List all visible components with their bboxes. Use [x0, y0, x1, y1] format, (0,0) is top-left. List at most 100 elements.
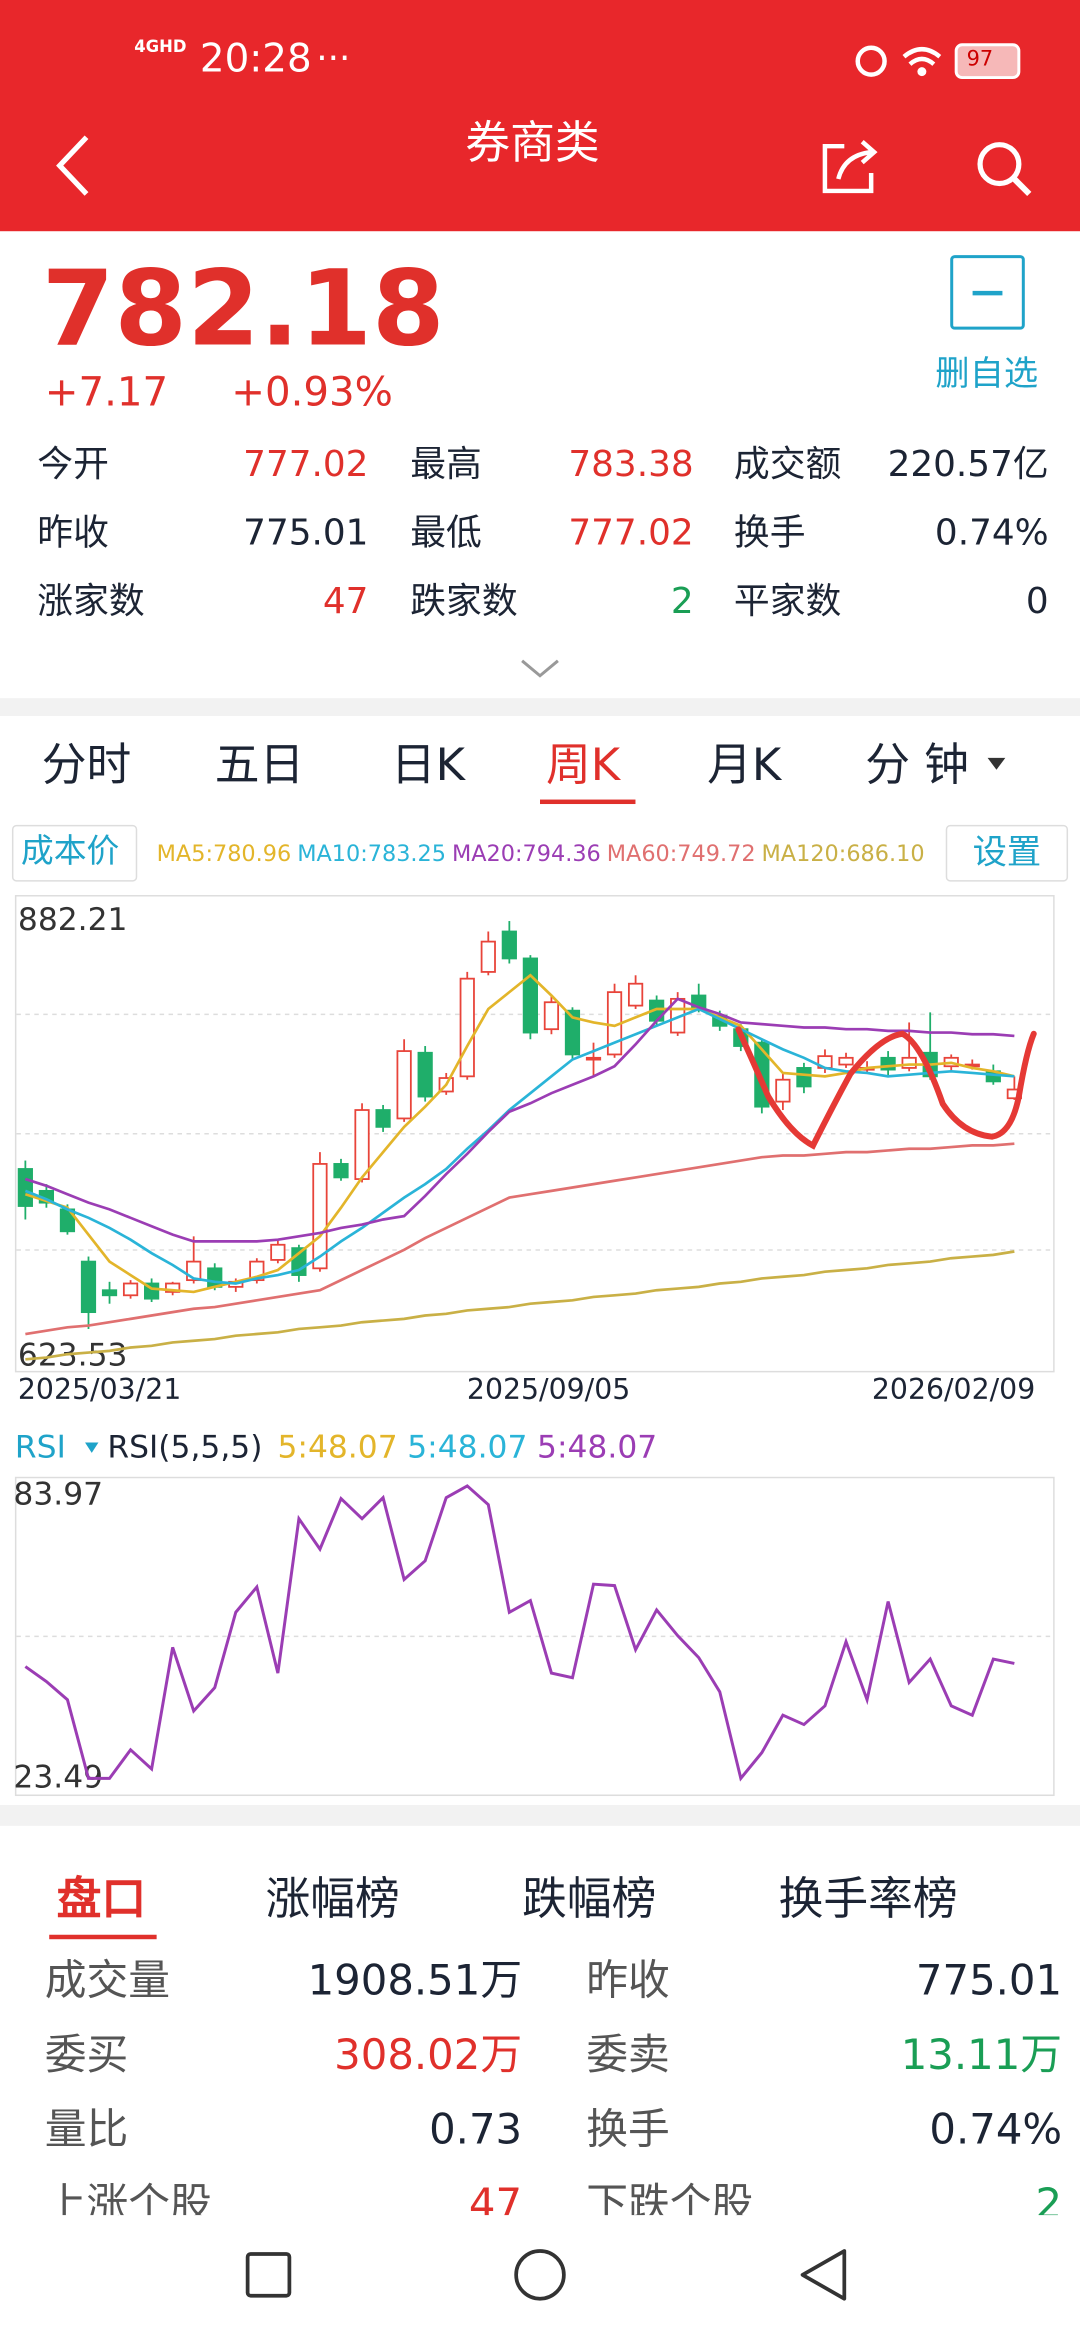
candle-body [796, 1067, 812, 1088]
stat-label: 今开 [37, 443, 109, 485]
ma-legend: MA5:780.96 [157, 841, 292, 867]
stat-value: 0 [1025, 580, 1049, 623]
candle-body [101, 1289, 118, 1297]
panel-value: 0.74% [929, 2104, 1063, 2155]
separator [0, 698, 1080, 717]
panel-label: 上涨个股 [44, 2179, 212, 2216]
bottom-tab[interactable]: 跌幅榜 [522, 1873, 657, 1926]
nav-buttons[interactable] [0, 2215, 1080, 2339]
nav-bar [0, 2215, 1080, 2340]
share-button[interactable] [817, 134, 883, 197]
network: 4GHD [134, 37, 187, 57]
tab-underline [539, 799, 636, 805]
stat-value: 777.02 [568, 511, 694, 554]
stat-label: 平家数 [733, 580, 842, 623]
panel-value: 2 [1035, 2179, 1063, 2216]
rsi-legend: 5:48.07 [537, 1429, 658, 1465]
rsi-line [24, 1484, 1015, 1782]
stat-label: 换手 [733, 511, 806, 554]
ma-line [25, 1142, 1015, 1336]
candle-body [901, 1056, 917, 1069]
panel-value: 13.11万 [900, 2030, 1063, 2080]
expand-chevron[interactable] [519, 656, 561, 680]
clock: 20:28 [199, 37, 312, 83]
stat-value: 47 [322, 580, 369, 623]
candle-body [480, 940, 496, 973]
stat-value: 783.38 [568, 443, 694, 485]
stat-value: 220.57亿 [887, 443, 1049, 485]
ma-legend: MA20:794.36 [452, 841, 601, 867]
panel-label: 量比 [44, 2104, 129, 2155]
stat-label: 跌家数 [410, 580, 518, 623]
bottom-tab[interactable]: 换手率榜 [778, 1873, 958, 1926]
tab[interactable]: 分时 [41, 739, 132, 793]
panel-label: 成交量 [44, 1955, 171, 2005]
candle-body [165, 1282, 181, 1293]
stat-value: 775.01 [243, 511, 369, 554]
stat-label: 涨家数 [37, 580, 145, 623]
battery-level: 97 [966, 47, 994, 72]
candle-body [564, 1009, 581, 1056]
candle-body [375, 1109, 391, 1128]
back-button[interactable] [45, 131, 105, 200]
panel-label: 换手 [586, 2104, 670, 2155]
bottom-tab[interactable]: 涨幅榜 [265, 1873, 400, 1926]
tab[interactable]: 五日 [214, 739, 305, 793]
candle-body [396, 1050, 412, 1120]
panel-value: 1908.51万 [307, 1955, 523, 2005]
candle-body [838, 1056, 854, 1066]
y-tick-label: 882.21 [18, 902, 128, 938]
ma-line [25, 1250, 1015, 1361]
tab[interactable]: 分 钟 [865, 739, 969, 793]
status-icons [855, 45, 942, 77]
candle-body [543, 1001, 560, 1031]
candle-body [585, 1056, 602, 1061]
settings-button[interactable] [945, 824, 1069, 882]
panel-value: 775.01 [915, 1955, 1063, 2005]
stat-label: 最高 [410, 443, 482, 485]
tab[interactable]: 月K [707, 739, 782, 793]
bottom-tab-underline [49, 1934, 157, 1940]
ma-legend: MA10:783.25 [297, 841, 446, 867]
y-tick-label: 83.97 [13, 1476, 103, 1512]
dropdown-arrow [987, 757, 1006, 770]
tab[interactable]: 日K [390, 739, 465, 793]
cost-label[interactable]: 成本价 [20, 833, 120, 872]
stat-value: 2 [670, 580, 694, 623]
candle-body [17, 1168, 33, 1207]
candle-body [122, 1282, 139, 1297]
settings-label[interactable]: 设置 [972, 833, 1042, 873]
panel: 成交量 1908.51万 昨收 775.01 委买 308.02万 委卖 13.… [44, 1955, 1063, 2216]
candle-body [501, 930, 517, 960]
stat-label: 成交额 [733, 443, 842, 485]
ma-line [24, 997, 1015, 1243]
candle-body [80, 1260, 97, 1314]
x-label: 2025/09/05 [466, 1373, 631, 1407]
y-tick-label: 623.53 [18, 1338, 128, 1374]
panel-value: 0.73 [429, 2104, 523, 2155]
header-bar [0, 0, 1080, 232]
stat-label: 最低 [410, 511, 482, 554]
change-pct: +0.93% [231, 369, 393, 417]
page-title: 券商类 [465, 117, 600, 171]
watch-label[interactable]: 删自选 [935, 355, 1039, 394]
stat-label: 昨收 [37, 511, 109, 554]
watch-button[interactable] [950, 255, 1025, 330]
rsi-dropdown [85, 1442, 99, 1453]
rsi-selector[interactable]: RSI [14, 1429, 66, 1465]
status-dots: ··· [316, 37, 351, 80]
bottom-tab-active[interactable]: 盘口 [56, 1873, 147, 1926]
stat-value: 0.74% [934, 511, 1049, 554]
candle-body [417, 1051, 433, 1098]
stat-value: 777.02 [243, 443, 369, 485]
separator [0, 1804, 1080, 1826]
candle-body [775, 1078, 791, 1103]
panel-label: 下跌个股 [586, 2179, 754, 2216]
candle-body [333, 1163, 349, 1179]
search-button[interactable] [973, 137, 1036, 200]
cost-button[interactable] [11, 824, 138, 882]
tab-active[interactable]: 周K [545, 739, 621, 793]
